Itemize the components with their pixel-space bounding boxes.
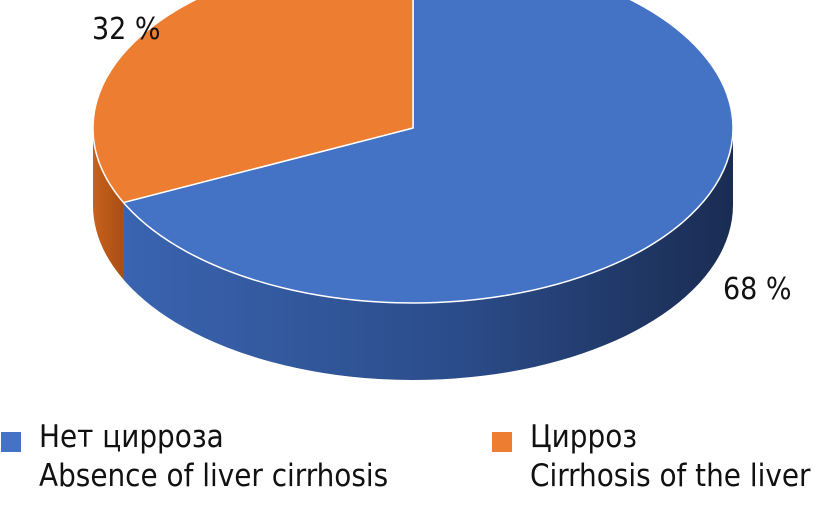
legend-label-en-cirrhosis: Cirrhosis of the liver [530,458,811,494]
legend-item-no-cirrhosis: Нет цирроза Absence of liver cirrhosis [1,418,388,496]
pie-chart: 32 % 68 % [92,0,792,380]
legend-swatch-cirrhosis [492,432,512,452]
legend-label-en-no-cirrhosis: Absence of liver cirrhosis [39,458,389,494]
legend-label-ru-cirrhosis: Цирроз [530,419,638,455]
data-label-no-cirrhosis: 68 % [723,272,792,307]
slice-cirrhosis-side [93,128,124,280]
slice-no-cirrhosis-side [123,128,734,380]
legend-label-ru-no-cirrhosis: Нет цирроза [39,419,224,455]
legend-swatch-no-cirrhosis [1,432,21,452]
data-label-cirrhosis: 32 % [92,12,161,47]
slice-no-cirrhosis [122,0,734,304]
slice-cirrhosis [92,0,414,204]
legend-item-cirrhosis: Цирроз Cirrhosis of the liver [492,418,810,496]
